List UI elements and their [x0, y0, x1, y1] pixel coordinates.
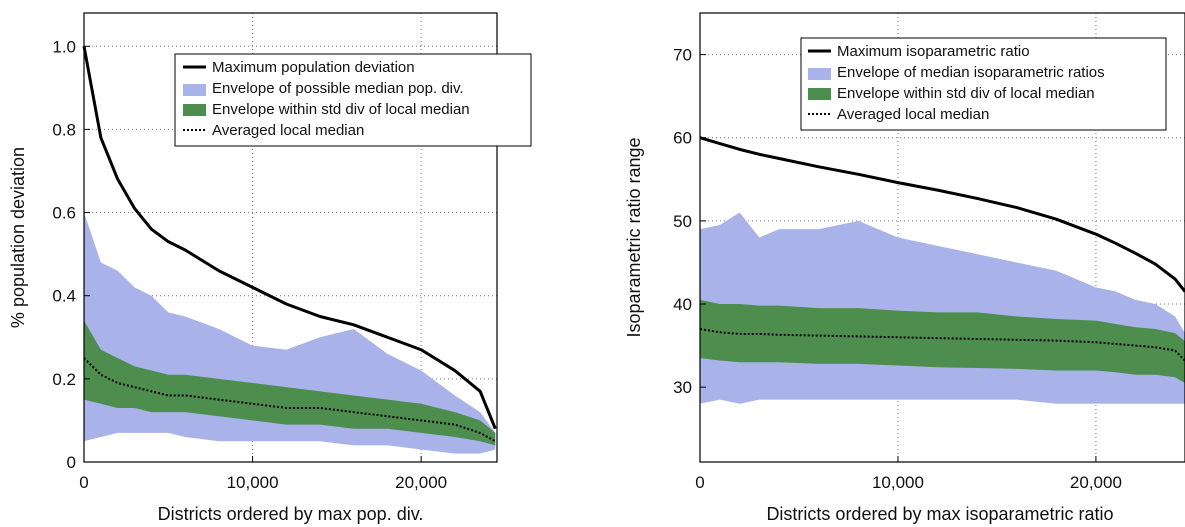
legend-label-median: Averaged local median	[837, 106, 989, 123]
y-tick-label: 0.8	[52, 120, 76, 139]
y-tick-label: 30	[673, 378, 692, 397]
y-tick-label: 1.0	[52, 37, 76, 56]
median-dotted-line	[699, 327, 1185, 362]
legend: Maximum isoparametric ratio Envelope of …	[800, 37, 1167, 131]
y-axis-label: Isoparametric ratio range	[624, 137, 644, 337]
legend-label-max: Maximum isoparametric ratio	[837, 43, 1030, 60]
y-tick-label: 0.6	[52, 204, 76, 223]
x-tick-label: 10,000	[872, 473, 924, 492]
legend-swatch-std-envelope	[183, 104, 206, 116]
legend-label-envelope: Envelope of median isoparametric ratios	[837, 64, 1105, 81]
plot-frame	[83, 12, 498, 463]
legend-label-median: Averaged local median	[212, 122, 364, 139]
y-axis-label: % population deviation	[8, 147, 28, 328]
x-axis-label: Districts ordered by max isoparametric r…	[766, 504, 1113, 524]
x-axis-label: Districts ordered by max pop. div.	[158, 504, 424, 524]
std-envelope-band	[700, 299, 1185, 384]
x-tick-label: 0	[79, 473, 88, 492]
max-line	[82, 45, 497, 430]
max-line	[699, 136, 1185, 293]
x-tick-label: 20,000	[395, 473, 447, 492]
y-tick-label: 0.2	[52, 370, 76, 389]
population-deviation-panel: 0 10,000 20,000 0 0.2 0.4 0.6 0.8 1.0 Districts …	[8, 12, 532, 524]
median-dotted-line	[83, 357, 496, 443]
std-envelope-band	[84, 320, 496, 446]
legend-label-std-envelope: Envelope within std div of local median	[837, 85, 1095, 102]
legend-swatch-std-envelope	[808, 88, 831, 100]
x-tick-label: 20,000	[1070, 473, 1122, 492]
legend-swatch-envelope	[183, 84, 206, 96]
legend: Maximum population deviation Envelope of…	[174, 53, 532, 147]
y-tick-label: 0	[67, 453, 76, 472]
y-tick-label: 70	[673, 46, 692, 65]
legend-box	[174, 53, 532, 147]
y-tick-label: 40	[673, 295, 692, 314]
plot-frame	[699, 12, 1185, 463]
x-tick-label: 10,000	[227, 473, 279, 492]
legend-label-std-envelope: Envelope within std div of local median	[212, 101, 470, 118]
y-tick-label: 50	[673, 212, 692, 231]
legend-label-envelope: Envelope of possible median pop. div.	[212, 80, 464, 97]
legend-swatch-envelope	[808, 68, 831, 80]
x-tick-label: 0	[695, 473, 704, 492]
y-tick-label: 0.4	[52, 287, 76, 306]
legend-box	[800, 37, 1167, 131]
y-tick-label: 60	[673, 129, 692, 148]
isoparametric-ratio-panel: 0 10,000 20,000 30 40 50 60 70 Districts ordere…	[624, 12, 1185, 524]
legend-label-max: Maximum population deviation	[212, 59, 415, 76]
